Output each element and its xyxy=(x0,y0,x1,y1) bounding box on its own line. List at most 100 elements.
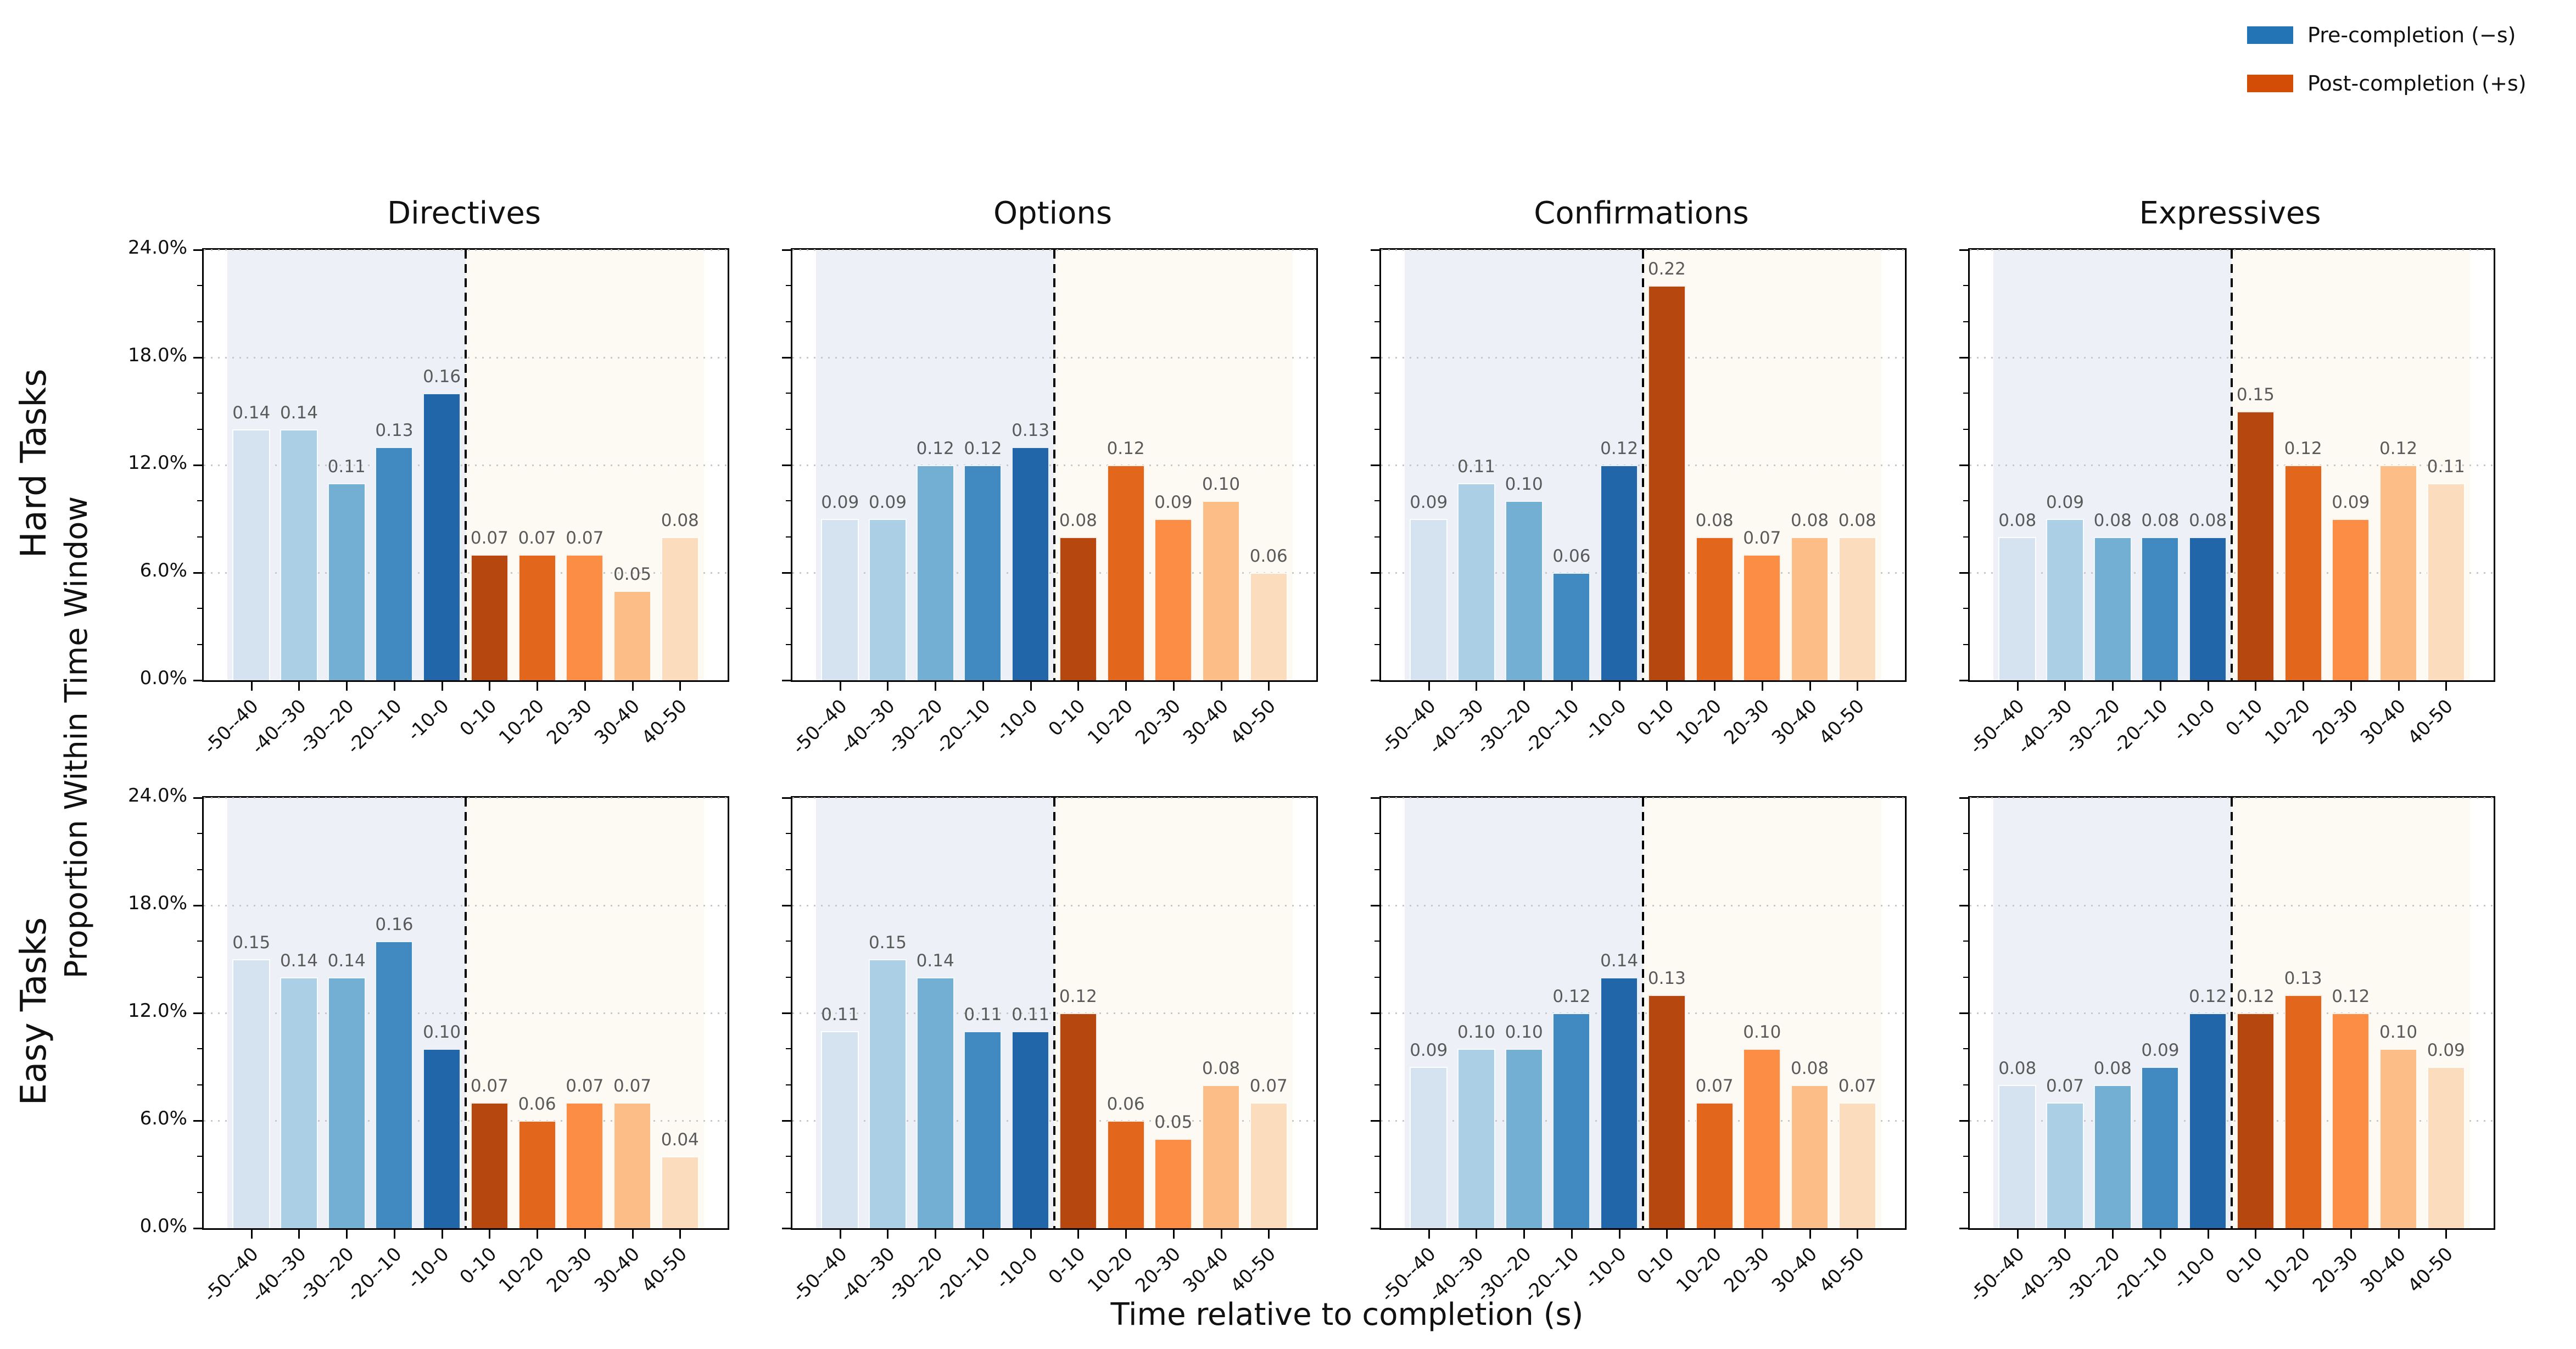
y-tick-major xyxy=(1959,1012,1968,1014)
legend-item-post-completion: Post-completion (+s) xyxy=(2247,71,2527,96)
y-tick-minor xyxy=(197,321,202,322)
y-tick-label: 6.0% xyxy=(139,1107,187,1129)
y-tick-major xyxy=(193,572,202,574)
bar-value-label: 0.14 xyxy=(232,402,271,423)
legend-label-pre-completion: Pre-completion (−s) xyxy=(2307,23,2516,47)
x-tick-label: 30-40 xyxy=(1178,695,1233,749)
y-tick-major xyxy=(193,1228,202,1229)
x-tick-label: -10-0 xyxy=(2169,1243,2220,1294)
bar-value-label: 0.09 xyxy=(2141,1040,2180,1060)
bar-value-label: 0.14 xyxy=(1600,950,1639,971)
y-tick-major xyxy=(1371,464,1379,466)
completion-divider-line xyxy=(465,250,467,680)
subplot-hard-tasks-confirmations: 0.09 0.11 0.10 0.06 0.12 0.22 0.08 0.07 0.08 0.08 xyxy=(1371,248,1907,691)
x-tick xyxy=(887,682,889,691)
bar-value-label: 0.14 xyxy=(327,950,366,971)
y-tick-major xyxy=(1371,1120,1379,1122)
bar-30-40 xyxy=(613,1102,652,1228)
bar-value-label: 0.16 xyxy=(375,915,413,935)
bar-30-40 xyxy=(1791,1084,1829,1228)
y-tick-minor xyxy=(197,285,202,287)
bar-20-30 xyxy=(2332,519,2370,680)
y-tick-minor xyxy=(197,976,202,978)
bar-20-30 xyxy=(2332,1013,2370,1228)
y-tick-major xyxy=(1371,249,1379,251)
x-tick xyxy=(250,1230,253,1239)
bar--50--40 xyxy=(821,1031,859,1228)
bar-value-label: 0.12 xyxy=(1552,987,1591,1006)
bar-value-label: 0.07 xyxy=(1695,1076,1734,1096)
y-tick-major xyxy=(1371,905,1379,906)
bar-value-label: 0.09 xyxy=(821,492,859,512)
x-tick-label: 20-30 xyxy=(542,695,597,749)
bar--40--30 xyxy=(868,959,907,1228)
bar--20--10 xyxy=(964,465,1002,680)
bar-value-label: 0.06 xyxy=(1107,1094,1145,1114)
x-tick-label: 20-30 xyxy=(2308,1243,2363,1297)
bar--20--10 xyxy=(2141,1067,2180,1228)
bar-30-40 xyxy=(613,590,652,680)
y-tick-minor xyxy=(1374,608,1379,609)
y-tick-label: 24.0% xyxy=(127,237,187,259)
bar-value-label: 0.10 xyxy=(2379,1022,2418,1043)
y-tick-minor xyxy=(1963,941,1968,942)
bar--10-0 xyxy=(1600,465,1639,680)
x-tick xyxy=(2398,1230,2400,1239)
x-tick xyxy=(346,682,348,691)
bar-value-label: 0.12 xyxy=(1107,439,1145,458)
x-tick xyxy=(393,682,395,691)
bar-value-label: 0.06 xyxy=(1552,546,1591,566)
subplot-hard-tasks-directives: 0.14 0.14 0.11 0.13 0.16 0.07 0.07 0.07 0.05 0.08 xyxy=(193,248,729,691)
y-tick-major xyxy=(782,464,791,466)
bar-value-label: 0.08 xyxy=(1998,510,2037,530)
bar--30--20 xyxy=(1505,501,1543,680)
y-tick-label: 12.0% xyxy=(127,452,187,474)
y-tick-major xyxy=(1959,905,1968,906)
x-tick xyxy=(1172,1230,1175,1239)
x-tick xyxy=(1666,682,1668,691)
x-tick xyxy=(887,1230,889,1239)
bar-20-30 xyxy=(1743,1049,1781,1228)
x-tick xyxy=(1714,1230,1716,1239)
bar-value-label: 0.12 xyxy=(964,439,1002,458)
y-tick-minor xyxy=(197,1084,202,1085)
y-tick-major xyxy=(1371,1012,1379,1014)
y-tick-major xyxy=(193,797,202,799)
bar-40-50 xyxy=(661,1156,699,1228)
x-tick-label: 40-50 xyxy=(1226,695,1281,749)
y-tick-minor xyxy=(1963,1048,1968,1050)
x-tick xyxy=(2303,1230,2305,1239)
bar-0-10 xyxy=(2236,1013,2275,1228)
bar-10-20 xyxy=(518,555,556,680)
y-tick-major xyxy=(1959,464,1968,466)
x-tick xyxy=(1172,682,1175,691)
bar--30--20 xyxy=(2093,536,2132,680)
bar-value-label: 0.13 xyxy=(2284,969,2322,989)
y-tick-minor xyxy=(786,941,791,942)
y-tick-minor xyxy=(197,941,202,942)
x-tick xyxy=(1857,682,1859,691)
y-tick-minor xyxy=(1963,536,1968,538)
bar-value-label: 0.10 xyxy=(1457,1022,1495,1043)
legend-swatch-pre-completion xyxy=(2247,26,2293,44)
bar-30-40 xyxy=(1202,1084,1240,1228)
bar-value-label: 0.11 xyxy=(1457,456,1495,477)
completion-divider-line xyxy=(2231,250,2233,680)
y-tick-minor xyxy=(1963,869,1968,870)
x-tick xyxy=(1428,1230,1430,1239)
column-title-confirmations: Confirmations xyxy=(1534,195,1749,231)
bar-value-label: 0.08 xyxy=(661,510,699,530)
x-tick xyxy=(1030,1230,1032,1239)
y-axis-label: Proportion Within Time Window xyxy=(59,496,94,979)
bar--20--10 xyxy=(375,447,413,680)
y-tick-label: 0.0% xyxy=(139,667,187,689)
y-tick-minor xyxy=(1374,500,1379,502)
x-tick xyxy=(2398,682,2400,691)
bar--30--20 xyxy=(2093,1084,2132,1228)
x-tick xyxy=(2303,682,2305,691)
x-tick-label: 40-50 xyxy=(1815,695,1869,749)
bar-value-label: 0.05 xyxy=(1154,1112,1193,1132)
x-tick xyxy=(1220,1230,1222,1239)
bar--50--40 xyxy=(232,429,271,680)
x-tick xyxy=(298,1230,300,1239)
